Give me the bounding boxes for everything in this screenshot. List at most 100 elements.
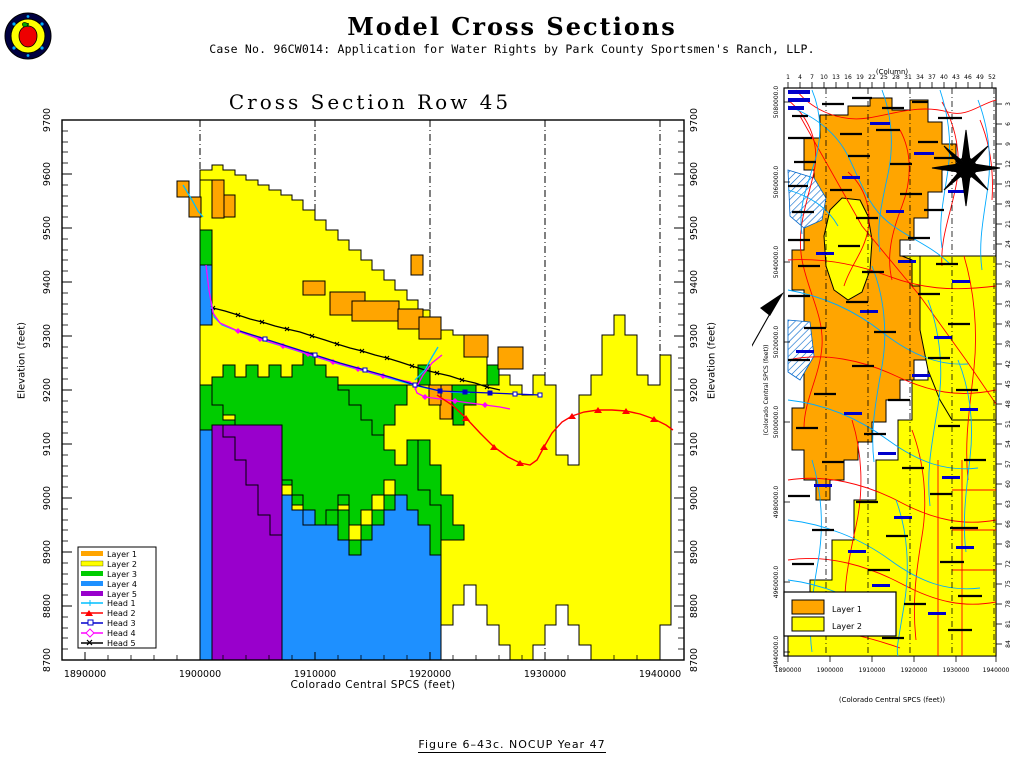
svg-text:75: 75 — [1005, 580, 1012, 588]
svg-text:18: 18 — [1005, 200, 1012, 208]
svg-text:5020000.0: 5020000.0 — [773, 326, 780, 359]
map-column-header: (Column) — [875, 68, 909, 76]
x-axis-minor-ticks — [107, 655, 638, 660]
svg-text:13: 13 — [832, 74, 840, 81]
svg-text:42: 42 — [1005, 360, 1012, 368]
svg-text:Layer 3: Layer 3 — [107, 570, 137, 579]
svg-text:24: 24 — [1005, 240, 1012, 248]
svg-text:34: 34 — [916, 74, 924, 81]
svg-text:63: 63 — [1005, 500, 1012, 508]
svg-text:Head 2: Head 2 — [107, 609, 136, 618]
svg-text:66: 66 — [1005, 520, 1012, 528]
svg-text:48: 48 — [1005, 400, 1012, 408]
svg-text:12: 12 — [1005, 160, 1012, 168]
svg-text:6: 6 — [1005, 122, 1012, 126]
svg-text:5080000.0: 5080000.0 — [773, 86, 780, 119]
svg-text:9700: 9700 — [42, 108, 53, 132]
svg-text:9000: 9000 — [689, 486, 700, 510]
svg-text:69: 69 — [1005, 540, 1012, 548]
svg-text:1910000: 1910000 — [294, 669, 336, 680]
svg-text:8800: 8800 — [689, 594, 700, 618]
apple-seal-logo — [4, 12, 52, 60]
head2-markers — [462, 407, 658, 466]
map-row-tick-labels: 3 6 9 12 15 18 21 24 27 30 33 36 39 42 4… — [1005, 102, 1012, 648]
svg-text:Layer 1: Layer 1 — [832, 605, 862, 614]
svg-text:1930000: 1930000 — [943, 667, 970, 674]
svg-text:45: 45 — [1005, 380, 1012, 388]
svg-text:1930000: 1930000 — [524, 669, 566, 680]
svg-text:1920000: 1920000 — [901, 667, 928, 674]
svg-text:9600: 9600 — [42, 162, 53, 186]
map-column-ticks — [787, 82, 993, 88]
head4-line-branch — [414, 354, 443, 391]
y-tick-labels-left: 9700 9600 9500 9400 9300 9200 9100 9000 … — [42, 108, 53, 672]
map-legend: Layer 1 Layer 2 — [783, 591, 897, 637]
svg-text:1890000: 1890000 — [64, 669, 106, 680]
svg-text:7: 7 — [810, 74, 814, 81]
svg-text:43: 43 — [952, 74, 960, 81]
cross-section-title: Cross Section Row 45 — [228, 90, 512, 114]
figure-caption: Figure 6–43c. NOCUP Year 47 — [0, 738, 1024, 753]
svg-text:8700: 8700 — [42, 648, 53, 672]
page-subtitle: Case No. 96CW014: Application for Water … — [209, 42, 815, 56]
svg-text:8700: 8700 — [689, 648, 700, 672]
svg-text:21: 21 — [1005, 220, 1012, 228]
svg-text:31: 31 — [904, 74, 912, 81]
svg-text:9200: 9200 — [42, 378, 53, 402]
svg-text:28: 28 — [892, 74, 900, 81]
svg-text:16: 16 — [844, 74, 852, 81]
svg-text:36: 36 — [1005, 320, 1012, 328]
svg-text:1940000: 1940000 — [983, 667, 1010, 674]
svg-text:8900: 8900 — [42, 540, 53, 564]
svg-text:9: 9 — [1005, 142, 1012, 146]
svg-text:49: 49 — [976, 74, 984, 81]
map-layer2-east — [919, 255, 996, 421]
row-45-location-arrow — [752, 292, 784, 347]
svg-text:8900: 8900 — [689, 540, 700, 564]
svg-text:1900000: 1900000 — [817, 667, 844, 674]
head2-line — [436, 394, 674, 466]
svg-text:5060000.0: 5060000.0 — [773, 166, 780, 199]
svg-text:4960000.0: 4960000.0 — [773, 566, 780, 599]
svg-text:9400: 9400 — [42, 270, 53, 294]
svg-text:9500: 9500 — [689, 216, 700, 240]
head1-line-right — [414, 346, 439, 381]
layer5-step — [211, 424, 283, 660]
y-axis-ticks — [62, 119, 684, 661]
map-x-tick-labels: 1890000 1900000 1910000 1920000 1930000 … — [775, 667, 1010, 674]
svg-text:9100: 9100 — [42, 432, 53, 456]
svg-text:25: 25 — [880, 74, 888, 81]
svg-text:33: 33 — [1005, 300, 1012, 308]
compass-rose — [931, 129, 1001, 207]
svg-text:4980000.0: 4980000.0 — [773, 486, 780, 519]
svg-text:Head 5: Head 5 — [107, 639, 136, 648]
svg-text:37: 37 — [928, 74, 936, 81]
page-title: Model Cross Sections — [347, 12, 677, 41]
svg-text:51: 51 — [1005, 420, 1012, 428]
map-ylabel: (Colorado Central SPCS (feet)) — [763, 344, 770, 435]
stratigraphic-columns — [176, 164, 672, 660]
svg-text:46: 46 — [964, 74, 972, 81]
head3-markers — [262, 336, 543, 398]
cross-section-legend: Layer 1 Layer 2 Layer 3 Layer 4 Layer 5 … — [77, 546, 157, 649]
svg-text:8800: 8800 — [42, 594, 53, 618]
svg-text:9000: 9000 — [42, 486, 53, 510]
svg-text:3: 3 — [1005, 102, 1012, 106]
svg-text:1900000: 1900000 — [179, 669, 221, 680]
svg-text:1940000: 1940000 — [639, 669, 681, 680]
svg-text:1910000: 1910000 — [859, 667, 886, 674]
svg-text:9600: 9600 — [689, 162, 700, 186]
x-axis-ticks — [84, 652, 661, 660]
head5-markers — [210, 305, 490, 390]
map-x-ticks — [787, 656, 997, 662]
map-y-tick-labels: 5080000.0 5060000.0 5040000.0 5020000.0 … — [773, 86, 780, 669]
svg-text:15: 15 — [1005, 180, 1012, 188]
svg-text:57: 57 — [1005, 460, 1012, 468]
location-map: 1 4 7 10 13 16 19 22 25 28 31 34 37 40 4… — [752, 74, 1012, 674]
svg-text:Head 3: Head 3 — [107, 619, 136, 628]
svg-text:Head 1: Head 1 — [107, 599, 136, 608]
map-column-tick-labels: 1 4 7 10 13 16 19 22 25 28 31 34 37 40 4… — [786, 74, 996, 81]
head5-line — [212, 307, 501, 391]
svg-text:72: 72 — [1005, 560, 1012, 568]
svg-text:Layer 2: Layer 2 — [832, 622, 862, 631]
